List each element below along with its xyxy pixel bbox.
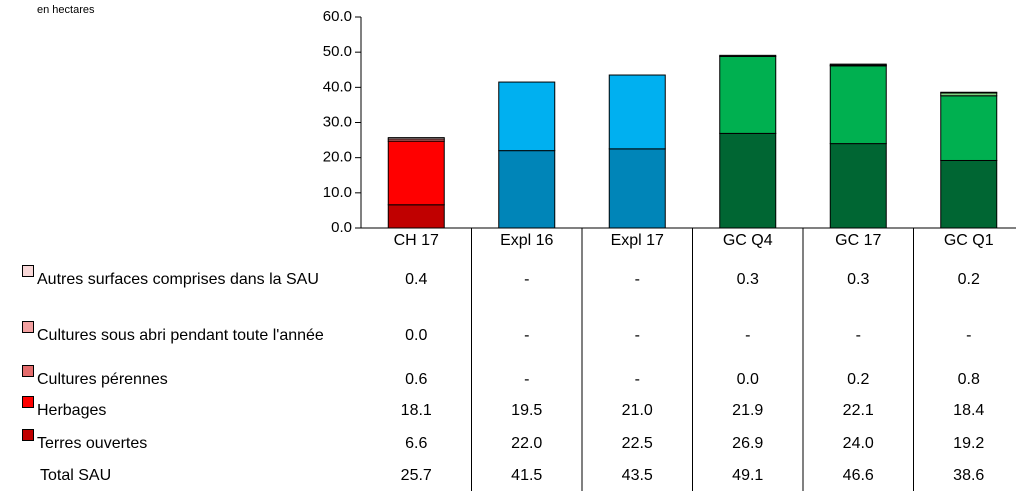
legend-label: Terres ouvertes <box>37 435 148 452</box>
legend-entry: Herbages <box>22 393 367 429</box>
bar-segment <box>608 148 666 229</box>
table-cell: - <box>524 271 529 288</box>
table-cell: 0.2 <box>958 271 980 288</box>
bar-segment <box>719 55 777 134</box>
total-cell: 49.1 <box>732 467 763 484</box>
unit-note: en hectares <box>37 4 95 16</box>
bar-segment <box>387 140 445 206</box>
x-tick-label: GC Q1 <box>944 232 994 249</box>
bar-segment <box>940 159 998 229</box>
y-tick-label: 20.0 <box>323 149 352 166</box>
bar-segment <box>387 204 445 229</box>
table-cell: - <box>524 371 529 388</box>
table-cell: 0.2 <box>847 371 869 388</box>
total-cell: 41.5 <box>511 467 542 484</box>
legend-swatch <box>22 365 34 377</box>
table-cell: 18.1 <box>401 402 432 419</box>
total-label: Total SAU <box>40 467 111 484</box>
table-cell: 19.5 <box>511 402 542 419</box>
x-tick-label: Expl 16 <box>500 232 553 249</box>
table-cell: 0.3 <box>737 271 759 288</box>
legend-label: Cultures pérennes <box>37 371 168 388</box>
bar-segment <box>719 132 777 229</box>
x-tick-label: GC Q4 <box>723 232 773 249</box>
table-cell: 0.8 <box>958 371 980 388</box>
table-cell: 0.4 <box>405 271 427 288</box>
legend-swatch <box>22 429 34 441</box>
y-tick-label: 50.0 <box>323 43 352 60</box>
legend-swatch <box>22 265 34 277</box>
legend-entry: Cultures sous abri pendant toute l'année <box>22 318 367 354</box>
legend-entry: Cultures pérennes <box>22 362 367 398</box>
table-cell: 6.6 <box>405 435 427 452</box>
legend-swatch <box>22 321 34 333</box>
x-tick-label: CH 17 <box>394 232 439 249</box>
table-cell: 0.3 <box>847 271 869 288</box>
bar-segment <box>387 137 445 140</box>
bar-segment <box>940 95 998 161</box>
legend-label: Autres surfaces comprises dans la SAU <box>37 271 319 288</box>
table-cell: 0.6 <box>405 371 427 388</box>
table-cell: - <box>745 327 750 344</box>
table-cell: - <box>635 271 640 288</box>
y-tick-label: 40.0 <box>323 78 352 95</box>
bar-segment <box>498 81 556 152</box>
bar-segment <box>829 65 887 145</box>
bar-segment <box>829 143 887 229</box>
table-cell: 21.9 <box>732 402 763 419</box>
bar-segment <box>829 63 887 66</box>
bar-segment <box>608 74 666 150</box>
y-tick-label: 10.0 <box>323 184 352 201</box>
legend-entry: Autres surfaces comprises dans la SAU <box>22 262 367 298</box>
legend-swatch <box>22 396 34 408</box>
table-cell: - <box>966 327 971 344</box>
table-cell: 22.5 <box>622 435 653 452</box>
bar-segment <box>719 54 777 57</box>
table-cell: 0.0 <box>737 371 759 388</box>
y-tick-label: 60.0 <box>323 8 352 25</box>
legend-label: Herbages <box>37 402 107 419</box>
table-cell: 24.0 <box>843 435 874 452</box>
table-cell: 21.0 <box>622 402 653 419</box>
y-tick-label: 30.0 <box>323 113 352 130</box>
table-cell: 19.2 <box>953 435 984 452</box>
total-cell: 38.6 <box>953 467 984 484</box>
legend-label: Cultures sous abri pendant toute l'année <box>37 327 324 344</box>
table-cell: 18.4 <box>953 402 984 419</box>
bar-segment <box>940 91 998 94</box>
total-cell: 43.5 <box>622 467 653 484</box>
table-cell: - <box>635 327 640 344</box>
table-cell: 22.0 <box>511 435 542 452</box>
legend-entry: Terres ouvertes <box>22 426 367 462</box>
total-cell: 25.7 <box>401 467 432 484</box>
table-cell: - <box>524 327 529 344</box>
table-cell: 26.9 <box>732 435 763 452</box>
total-cell: 46.6 <box>843 467 874 484</box>
table-cell: - <box>635 371 640 388</box>
x-tick-label: GC 17 <box>835 232 881 249</box>
y-tick-label: 0.0 <box>331 219 352 236</box>
table-cell: - <box>856 327 861 344</box>
bar-segment <box>498 150 556 229</box>
x-tick-label: Expl 17 <box>611 232 664 249</box>
table-cell: 22.1 <box>843 402 874 419</box>
table-cell: 0.0 <box>405 327 427 344</box>
